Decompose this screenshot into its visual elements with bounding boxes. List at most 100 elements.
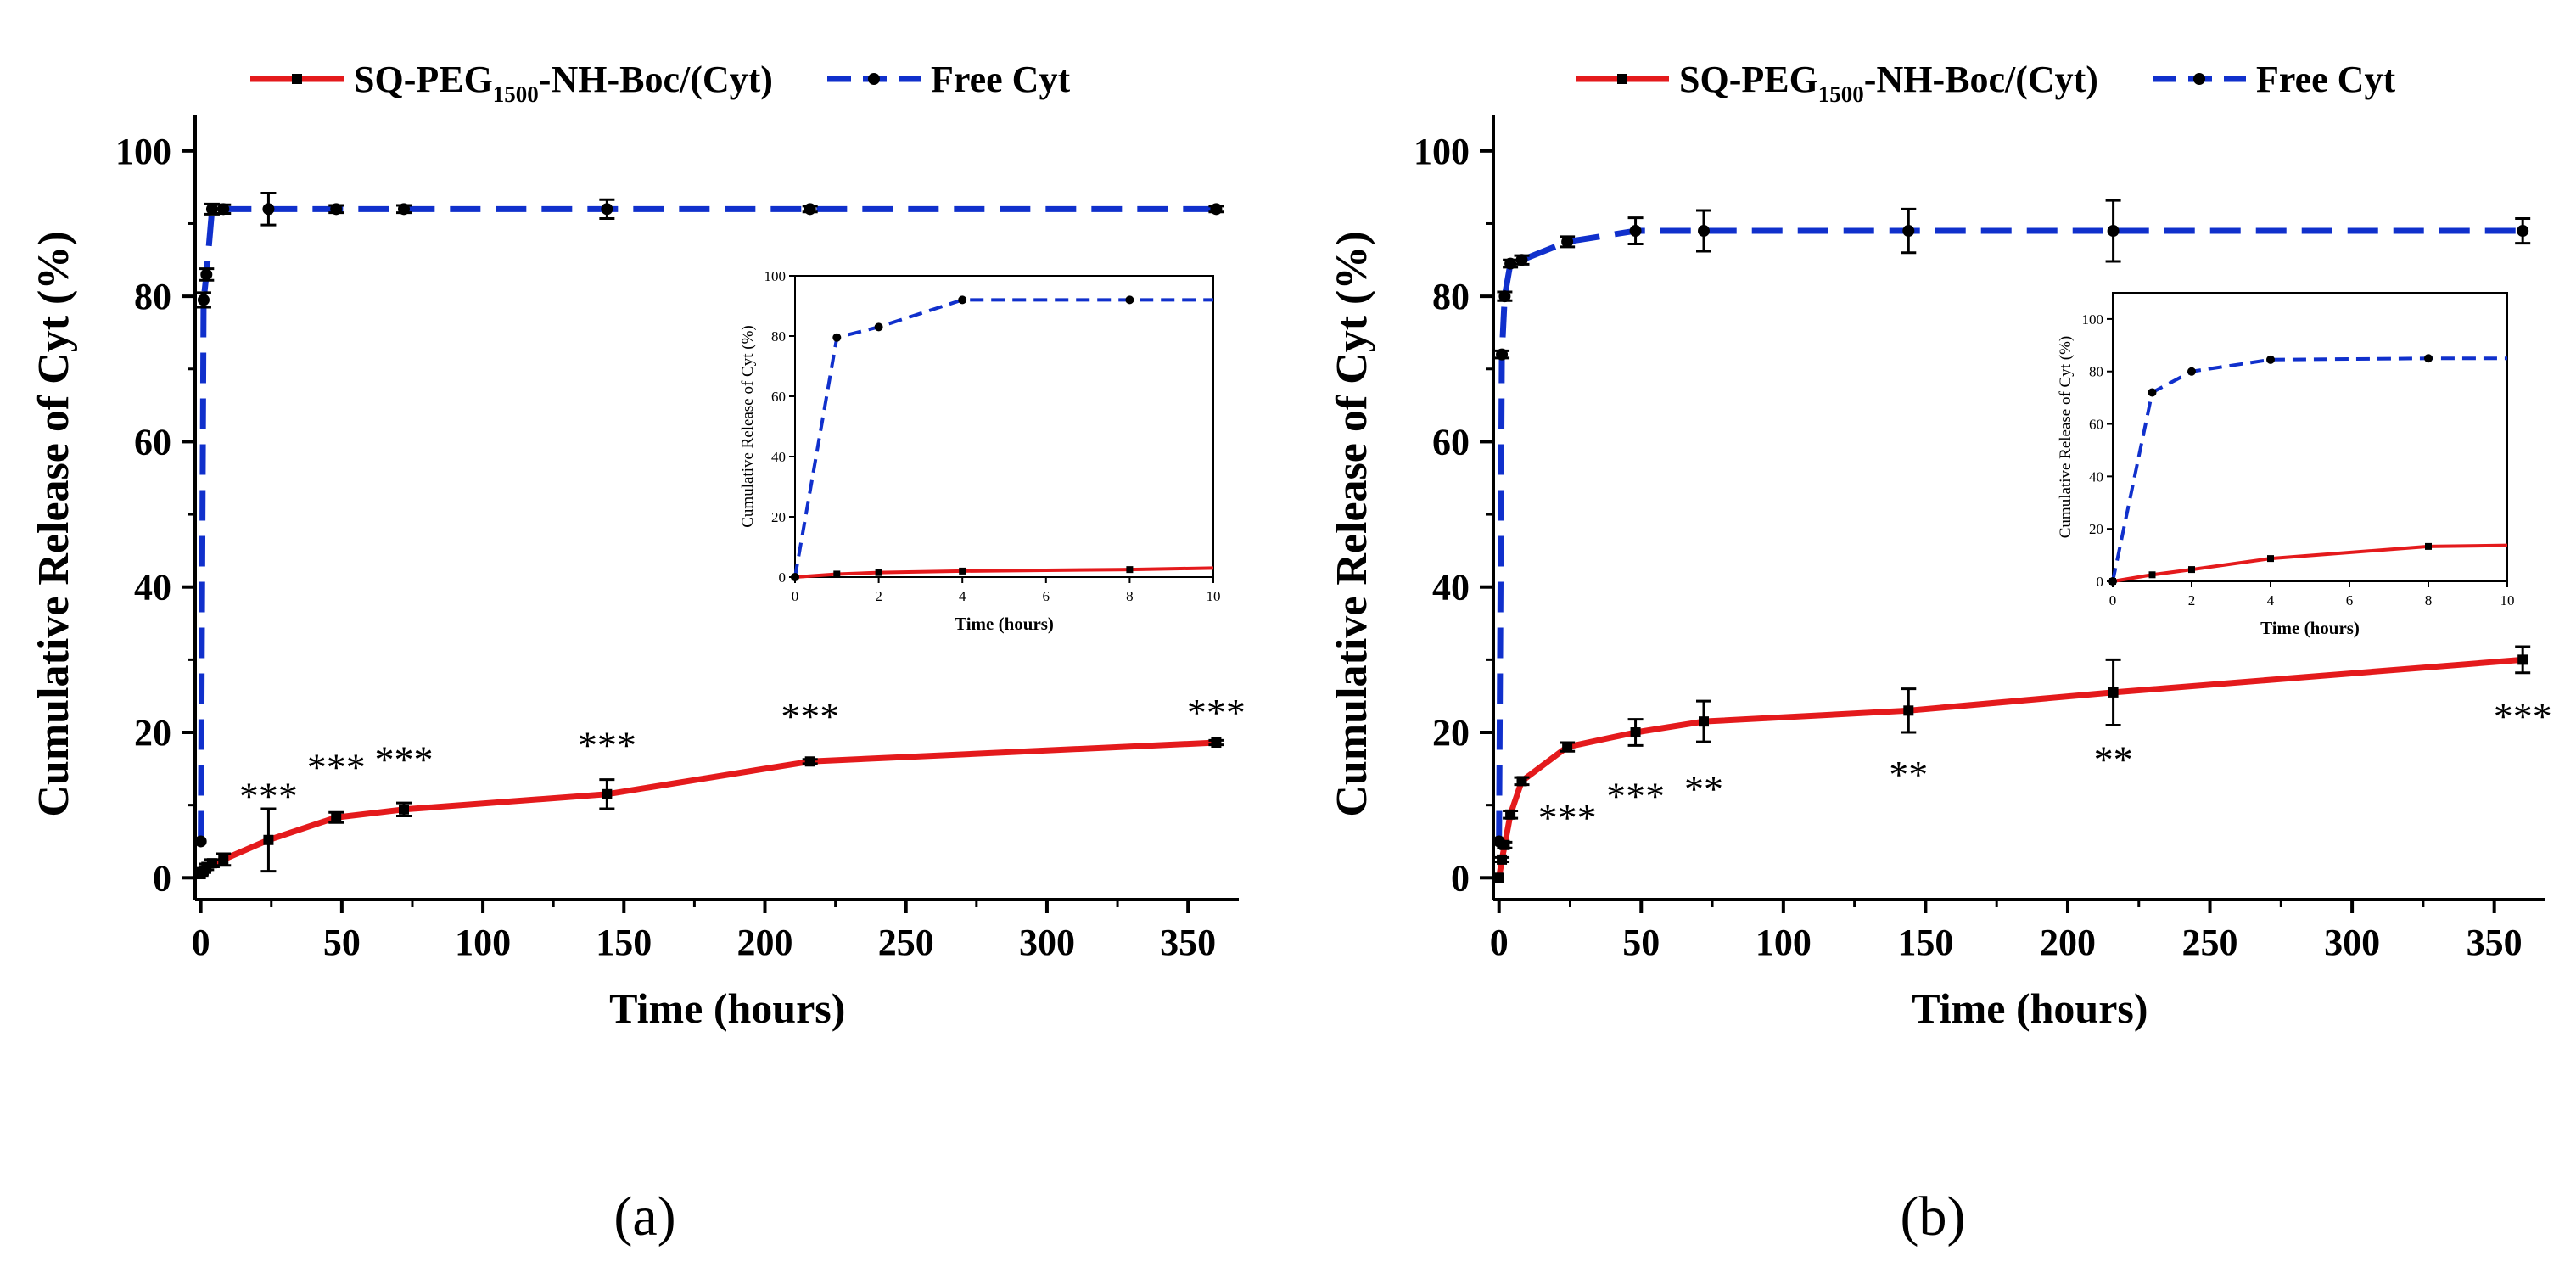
x-tick-label: 250 [2182, 922, 2238, 963]
data-point [206, 858, 217, 869]
data-point [205, 203, 218, 216]
data-point [1498, 290, 1511, 303]
data-point [1562, 742, 1573, 753]
inset-data-point [875, 569, 882, 576]
x-tick-label: 0 [192, 922, 210, 963]
x-tick-label: 150 [596, 922, 652, 963]
x-tick-label: 350 [2467, 922, 2523, 963]
inset-x-tick-label: 8 [2425, 592, 2433, 608]
inset-data-point [1125, 295, 1134, 305]
legend-marker [2193, 73, 2205, 85]
y-tick-label: 0 [1451, 857, 1470, 899]
y-tick-label: 60 [1432, 421, 1470, 463]
significance-marker: *** [2494, 694, 2552, 737]
data-point [1902, 225, 1915, 238]
inset-y-tick-label: 100 [2082, 311, 2104, 328]
data-point [262, 203, 275, 216]
x-tick-label: 250 [878, 922, 934, 963]
significance-marker: *** [1187, 691, 1246, 734]
inset-x-tick-label: 4 [2267, 592, 2275, 608]
significance-marker: *** [1606, 775, 1665, 818]
significance-marker: ** [1889, 753, 1928, 796]
inset-y-tick-label: 40 [771, 449, 786, 465]
inset-x-tick-label: 0 [792, 588, 799, 604]
data-point [330, 203, 343, 216]
y-axis-label: Cumulative Release of Cyt (%) [1328, 231, 1376, 816]
x-axis-label: Time (hours) [609, 984, 845, 1032]
y-axis-label: Cumulative Release of Cyt (%) [30, 231, 78, 816]
legend-label: Free Cyt [2256, 59, 2395, 100]
data-point [217, 203, 230, 216]
significance-marker: *** [239, 775, 298, 818]
y-tick-label: 0 [153, 857, 171, 899]
x-tick-label: 300 [1019, 922, 1075, 963]
data-point [2107, 225, 2120, 238]
inset-x-tick-label: 6 [2346, 592, 2354, 608]
inset-y-tick-label: 40 [2089, 468, 2103, 485]
inset-y-tick-label: 20 [2089, 521, 2103, 537]
inset-data-point [2188, 566, 2195, 574]
x-tick-label: 150 [1897, 922, 1953, 963]
data-point [1211, 737, 1222, 748]
legend-marker [1617, 74, 1627, 84]
significance-marker: *** [578, 724, 636, 767]
panel-label: (a) [613, 1186, 675, 1248]
legend-label: SQ-PEG1500-NH-Boc/(Cyt) [1679, 59, 2098, 107]
inset-data-point [2108, 577, 2117, 586]
data-point [194, 835, 207, 848]
data-point [2517, 225, 2529, 238]
inset-x-tick-label: 0 [2109, 592, 2117, 608]
series-sq-peg [193, 737, 1224, 880]
legend-marker [868, 73, 880, 85]
x-tick-label: 350 [1160, 922, 1216, 963]
data-point [399, 804, 409, 815]
y-tick-label: 40 [134, 567, 171, 608]
inset-data-point [2424, 354, 2433, 363]
inset-series-line [2112, 543, 2508, 583]
inset-data-point [958, 295, 967, 305]
data-point [1698, 225, 1710, 238]
x-tick-label: 300 [2324, 922, 2380, 963]
inset-y-tick-label: 60 [771, 389, 786, 405]
series-sq-peg [1493, 645, 2531, 883]
inset-y-tick-label: 100 [764, 268, 787, 284]
data-point [601, 203, 613, 216]
x-axis-label: Time (hours) [1912, 984, 2148, 1032]
inset-data-point [959, 567, 966, 575]
x-tick-label: 100 [1756, 922, 1812, 963]
inset-x-tick-label: 4 [959, 588, 966, 604]
inset-series-line [794, 566, 1214, 579]
data-point [2108, 687, 2119, 698]
inset-data-point [874, 322, 883, 332]
series-line [1496, 656, 2523, 878]
inset-frame [2112, 292, 2508, 582]
inset-data-point [791, 573, 799, 581]
inset-x-tick-label: 10 [2500, 592, 2515, 608]
y-tick-label: 80 [134, 276, 171, 317]
data-point [1561, 235, 1574, 248]
x-tick-label: 200 [2040, 922, 2096, 963]
data-point [1496, 348, 1509, 361]
data-point [1504, 257, 1517, 270]
data-point [602, 788, 613, 799]
significance-marker: ** [2094, 738, 2133, 782]
y-tick-label: 20 [134, 712, 171, 754]
data-point [1505, 809, 1516, 820]
inset-y-tick-label: 0 [2097, 574, 2104, 590]
significance-marker: *** [1538, 796, 1597, 839]
data-point [398, 203, 410, 216]
data-point [1210, 203, 1223, 216]
significance-marker: ** [1684, 767, 1723, 810]
data-point [1497, 854, 1508, 865]
legend: SQ-PEG1500-NH-Boc/(Cyt) Free Cyt [250, 59, 1070, 107]
inset-x-tick-label: 2 [2188, 592, 2196, 608]
significance-marker: *** [375, 738, 434, 782]
inset-series-line [793, 298, 1213, 578]
data-point [1629, 225, 1642, 238]
y-tick-label: 100 [115, 131, 171, 172]
data-point [200, 268, 213, 281]
